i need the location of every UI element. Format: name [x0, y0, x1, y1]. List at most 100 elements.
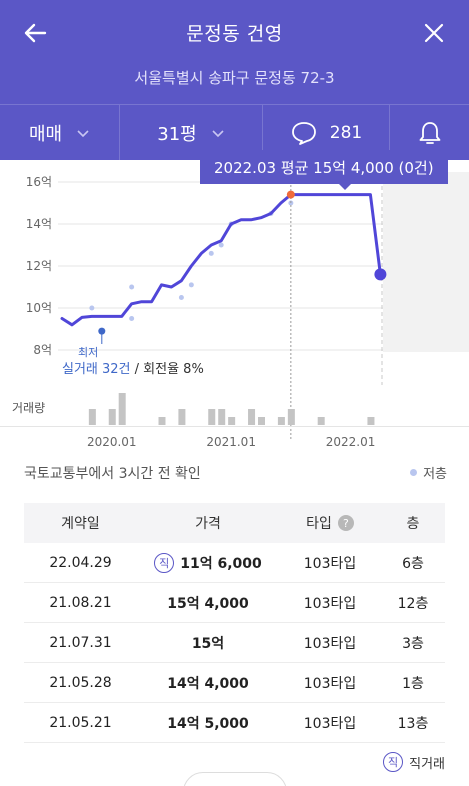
highlight-marker	[286, 190, 295, 199]
size-dropdown[interactable]: 31평	[120, 105, 263, 161]
row-type: 103타입	[303, 595, 357, 612]
table-row[interactable]: 21.07.31 15억 103타입 3층	[24, 623, 445, 663]
row-type: 103타입	[303, 635, 357, 652]
row-price: 14억 4,000	[137, 673, 279, 693]
row-type: 103타입	[303, 715, 357, 732]
row-price-value: 14억 4,000	[167, 675, 249, 692]
row-date: 21.05.21	[49, 714, 112, 731]
comment-count: 281	[329, 123, 363, 143]
close-icon	[424, 23, 444, 43]
y-tick-label: 12억	[26, 259, 52, 273]
scatter-point	[129, 284, 135, 290]
volume-bar	[208, 409, 216, 425]
deal-count: 실거래 32건	[62, 362, 131, 377]
header-price: 가격	[195, 516, 221, 532]
volume-bar	[258, 417, 265, 425]
alarm-button[interactable]	[390, 105, 469, 161]
row-price-value: 15억	[191, 635, 225, 652]
volume-bar	[248, 409, 256, 425]
scatter-point	[208, 250, 214, 256]
chart-tooltip: 2022.03 평균 15억 4,000 (0건)	[200, 150, 448, 184]
bell-icon	[419, 122, 440, 144]
row-date: 22.04.29	[49, 554, 112, 571]
tooltip-arrow	[338, 183, 352, 190]
transaction-table: 계약일 가격 타입 ? 층 22.04.29 직 11억 6,000 103타입…	[24, 503, 445, 743]
more-button[interactable]	[183, 772, 287, 786]
row-date: 21.08.21	[49, 594, 112, 611]
scatter-point	[129, 316, 135, 321]
close-button[interactable]	[419, 18, 449, 48]
header-type-label: 타입	[306, 516, 332, 532]
y-tick-label: 10억	[26, 301, 52, 315]
table-row[interactable]: 22.04.29 직 11억 6,000 103타입 6층	[24, 543, 445, 583]
deal-stats: 실거래 32건 / 회전율 8%	[62, 358, 204, 377]
comments-button[interactable]: 281	[263, 105, 390, 161]
address: 서울특별시 송파구 문정동 72-3	[134, 69, 335, 87]
row-price-value: 14억 5,000	[167, 715, 249, 732]
page-title: 문정동 건영	[186, 23, 283, 45]
x-tick-label: 2022.01	[326, 435, 376, 449]
row-floor: 1층	[402, 675, 424, 692]
low-floor-legend: 저층	[410, 463, 447, 482]
table-row[interactable]: 21.08.21 15억 4,000 103타입 12층	[24, 583, 445, 623]
y-tick-label: 14억	[26, 217, 52, 231]
scatter-point	[188, 282, 194, 288]
header-date: 계약일	[61, 516, 100, 532]
chevron-down-icon	[212, 130, 224, 138]
low-point-marker	[98, 327, 106, 335]
chevron-down-icon	[77, 130, 89, 138]
back-button[interactable]	[20, 18, 50, 48]
header-floor: 층	[406, 516, 420, 532]
row-price-value: 11억 6,000	[180, 555, 262, 572]
top-bar: 문정동 건영	[0, 0, 469, 64]
filter-bar: 매매 31평 281	[0, 104, 469, 161]
table-header: 계약일 가격 타입 ? 층	[24, 503, 445, 543]
volume-bar	[367, 417, 375, 425]
turnover-rate: / 회전율 8%	[130, 362, 204, 377]
volume-bar	[118, 393, 126, 425]
row-price: 15억 4,000	[137, 593, 279, 613]
x-tick-label: 2021.01	[206, 435, 256, 449]
row-price-value: 15억 4,000	[167, 595, 249, 612]
row-floor: 6층	[402, 555, 424, 572]
min-price-label: 최저	[78, 346, 99, 359]
data-source: 국토교통부에서 3시간 전 확인	[24, 466, 201, 482]
table-row[interactable]: 21.05.21 14억 5,000 103타입 13층	[24, 703, 445, 743]
table-row[interactable]: 21.05.28 14억 4,000 103타입 1층	[24, 663, 445, 703]
direct-deal-legend-label: 직거래	[409, 756, 445, 772]
trade-type-dropdown[interactable]: 매매	[0, 105, 120, 161]
volume-bar	[277, 417, 285, 425]
y-tick-label: 16억	[26, 175, 52, 189]
volume-bar	[287, 409, 295, 425]
row-floor: 13층	[397, 715, 429, 732]
volume-bar	[317, 417, 325, 425]
row-price: 15억	[137, 633, 279, 653]
legend-label: 저층	[423, 467, 447, 482]
volume-bar	[158, 417, 166, 425]
legend-dot	[410, 469, 418, 476]
help-icon[interactable]: ?	[337, 515, 354, 531]
row-price: 14억 5,000	[137, 713, 279, 733]
arrow-left-icon	[24, 23, 47, 43]
row-type: 103타입	[303, 675, 357, 692]
volume-bar	[88, 409, 96, 425]
scatter-point	[178, 295, 184, 300]
price-line	[60, 193, 382, 327]
header-type: 타입 ?	[279, 513, 381, 533]
volume-label: 거래량	[12, 401, 45, 415]
row-price: 직 11억 6,000	[137, 552, 279, 573]
row-type: 103타입	[303, 555, 357, 572]
x-tick-label: 2020.01	[87, 435, 137, 449]
trade-type-label: 매매	[28, 124, 63, 145]
direct-deal-badge: 직	[154, 552, 175, 573]
scatter-point	[89, 305, 95, 311]
header: 문정동 건영 서울특별시 송파구 문정동 72-3 매매 31평 281	[0, 0, 469, 161]
size-label: 31평	[157, 124, 197, 145]
row-date: 21.05.28	[49, 674, 112, 691]
direct-deal-badge: 직	[383, 752, 404, 772]
row-date: 21.07.31	[49, 634, 112, 651]
volume-bar	[178, 409, 186, 425]
speech-bubble-icon	[291, 122, 316, 145]
y-tick-label: 8억	[33, 343, 52, 357]
